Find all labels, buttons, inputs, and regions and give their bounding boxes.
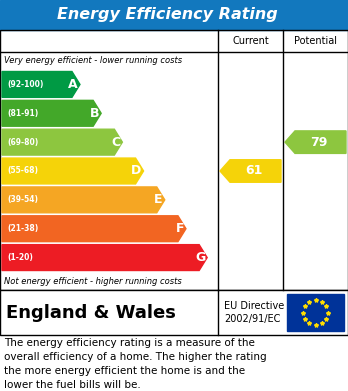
Polygon shape [285, 131, 346, 153]
Text: The energy efficiency rating is a measure of the
overall efficiency of a home. T: The energy efficiency rating is a measur… [4, 338, 267, 390]
Polygon shape [2, 129, 122, 155]
Text: (69-80): (69-80) [7, 138, 38, 147]
Polygon shape [2, 72, 80, 97]
Bar [0, 0, 348, 30]
Text: (39-54): (39-54) [7, 196, 38, 204]
Polygon shape [2, 100, 101, 126]
Text: Potential: Potential [294, 36, 337, 46]
Text: C: C [111, 136, 120, 149]
Text: (1-20): (1-20) [7, 253, 33, 262]
Text: Energy Efficiency Rating: Energy Efficiency Rating [57, 7, 277, 23]
Text: England & Wales: England & Wales [6, 303, 176, 321]
Text: (92-100): (92-100) [7, 80, 44, 89]
Text: 61: 61 [245, 165, 262, 178]
Text: Current: Current [232, 36, 269, 46]
Polygon shape [2, 216, 186, 242]
Text: G: G [195, 251, 205, 264]
Text: Very energy efficient - lower running costs: Very energy efficient - lower running co… [4, 56, 182, 65]
Polygon shape [2, 245, 207, 271]
Bar [0, 30, 348, 290]
Text: 79: 79 [310, 136, 327, 149]
Text: A: A [68, 78, 78, 91]
Text: (21-38): (21-38) [7, 224, 38, 233]
Polygon shape [220, 160, 281, 182]
Text: F: F [175, 222, 184, 235]
Text: B: B [90, 107, 99, 120]
Text: (55-68): (55-68) [7, 167, 38, 176]
Text: Not energy efficient - higher running costs: Not energy efficient - higher running co… [4, 277, 182, 286]
Text: D: D [131, 165, 142, 178]
Text: (81-91): (81-91) [7, 109, 38, 118]
Bar [0, 290, 348, 335]
Text: E: E [154, 194, 163, 206]
Text: EU Directive
2002/91/EC: EU Directive 2002/91/EC [224, 301, 284, 324]
Bar [287, 294, 344, 331]
Polygon shape [2, 158, 144, 184]
Polygon shape [2, 187, 165, 213]
